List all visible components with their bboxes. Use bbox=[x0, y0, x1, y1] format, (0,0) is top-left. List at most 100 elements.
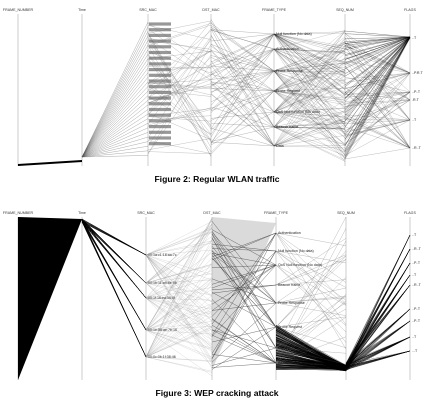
data-line bbox=[210, 48, 275, 67]
data-line bbox=[210, 81, 275, 92]
data-line bbox=[81, 123, 149, 158]
data-line bbox=[210, 35, 275, 128]
data-line bbox=[210, 87, 275, 113]
data-line bbox=[275, 255, 347, 304]
data-line bbox=[211, 326, 277, 343]
data-line bbox=[273, 38, 346, 128]
data-line bbox=[211, 326, 277, 370]
data-line bbox=[210, 34, 275, 147]
data-line bbox=[275, 347, 347, 354]
data-line bbox=[275, 254, 347, 286]
data-line bbox=[145, 297, 213, 341]
data-line bbox=[344, 36, 411, 56]
data-line bbox=[344, 119, 411, 136]
data-line bbox=[210, 90, 275, 121]
data-line bbox=[147, 34, 212, 157]
data-line bbox=[211, 233, 277, 328]
data-line bbox=[81, 127, 149, 158]
data-line bbox=[344, 36, 411, 42]
data-line bbox=[273, 32, 346, 35]
data-line bbox=[273, 74, 346, 128]
data-line bbox=[273, 59, 346, 72]
axis-label: SRC_MAC bbox=[139, 8, 157, 12]
data-line bbox=[344, 36, 411, 46]
data-line bbox=[344, 68, 411, 101]
src-mac-label: 00:1e:58:ae:7b:16 bbox=[148, 328, 177, 332]
data-line bbox=[211, 250, 277, 354]
data-line bbox=[345, 262, 411, 371]
data-line bbox=[344, 36, 411, 44]
data-line bbox=[210, 50, 275, 113]
data-line bbox=[273, 62, 346, 113]
data-line bbox=[345, 320, 411, 369]
data-line bbox=[145, 240, 213, 256]
data-line bbox=[273, 126, 346, 156]
flag-label: ...T bbox=[412, 349, 418, 353]
data-line bbox=[145, 282, 213, 345]
data-line bbox=[275, 240, 347, 364]
data-line bbox=[273, 70, 346, 114]
data-line bbox=[147, 64, 212, 98]
data-line bbox=[345, 234, 411, 371]
data-line bbox=[344, 61, 411, 101]
data-line bbox=[147, 66, 212, 69]
data-line bbox=[81, 26, 149, 158]
data-line bbox=[145, 224, 213, 358]
data-line bbox=[210, 70, 275, 143]
data-line bbox=[344, 36, 411, 102]
data-line bbox=[211, 243, 277, 252]
data-line bbox=[145, 329, 213, 335]
data-line bbox=[273, 33, 346, 64]
data-line bbox=[145, 220, 213, 331]
src-mac-label bbox=[149, 125, 171, 129]
data-line bbox=[273, 107, 346, 113]
data-line bbox=[275, 296, 347, 304]
data-line bbox=[147, 45, 212, 157]
data-line bbox=[145, 326, 213, 331]
data-line bbox=[344, 34, 411, 121]
data-line bbox=[211, 299, 277, 364]
data-line bbox=[81, 221, 147, 299]
data-line bbox=[273, 48, 346, 94]
data-line bbox=[211, 232, 277, 257]
data-line bbox=[147, 138, 212, 151]
data-line bbox=[210, 33, 275, 65]
data-line bbox=[81, 221, 147, 256]
data-line bbox=[81, 35, 149, 158]
data-line bbox=[273, 123, 346, 128]
data-line bbox=[147, 66, 212, 71]
src-mac-label bbox=[149, 62, 171, 66]
data-line bbox=[275, 250, 347, 305]
data-line bbox=[345, 284, 411, 370]
data-line bbox=[273, 90, 346, 119]
data-line bbox=[273, 33, 346, 71]
data-line bbox=[147, 36, 212, 125]
data-line bbox=[145, 297, 213, 353]
data-line bbox=[145, 297, 213, 310]
data-line bbox=[211, 253, 277, 266]
data-line bbox=[273, 48, 346, 77]
data-line bbox=[344, 72, 411, 93]
data-line bbox=[273, 90, 346, 131]
data-line bbox=[145, 297, 213, 328]
data-line bbox=[344, 37, 411, 159]
data-line bbox=[344, 36, 411, 64]
data-line bbox=[81, 31, 149, 158]
data-line bbox=[345, 308, 411, 368]
data-line bbox=[344, 36, 411, 114]
data-line bbox=[81, 109, 149, 158]
data-line bbox=[275, 250, 347, 343]
data-line bbox=[275, 336, 347, 364]
data-line bbox=[147, 44, 212, 154]
data-line bbox=[273, 61, 346, 92]
data-line bbox=[145, 327, 213, 358]
data-line bbox=[275, 277, 347, 349]
data-line bbox=[147, 50, 212, 88]
data-line bbox=[273, 33, 346, 85]
frame-type-label: QoS Null function (No data) bbox=[276, 110, 320, 114]
data-line bbox=[273, 70, 346, 97]
axis-label: FRAME_TYPE bbox=[262, 8, 287, 12]
data-line bbox=[210, 29, 275, 35]
data-line bbox=[81, 77, 149, 158]
data-line bbox=[145, 356, 213, 373]
